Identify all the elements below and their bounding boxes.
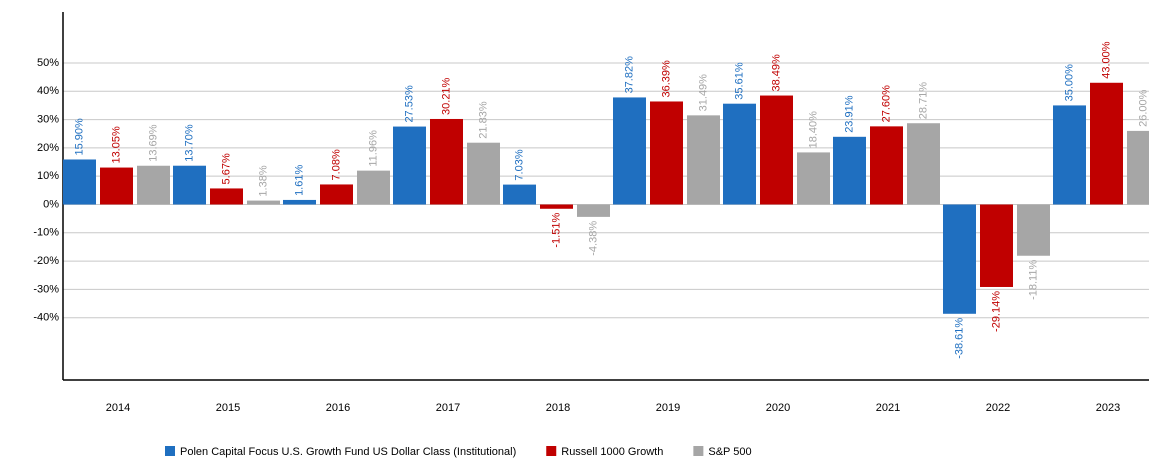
x-tick-label: 2016 <box>326 402 350 414</box>
value-label: 27.53% <box>403 85 415 123</box>
bar <box>393 126 426 205</box>
legend-swatch <box>693 446 704 456</box>
legend-label: Russell 1000 Growth <box>561 446 663 458</box>
value-label: -18.11% <box>1027 260 1039 300</box>
bar <box>613 97 646 205</box>
value-label: 13.69% <box>147 124 159 162</box>
x-tick-label: 2023 <box>1096 402 1120 414</box>
bar <box>540 204 573 209</box>
bar <box>210 188 243 205</box>
bar <box>650 101 683 205</box>
bar <box>760 95 793 205</box>
y-tick-label: 30% <box>37 113 59 125</box>
bar <box>430 118 463 205</box>
bar <box>100 167 133 205</box>
value-label: 1.38% <box>257 165 269 196</box>
value-label: 35.61% <box>733 62 745 100</box>
value-label: -38.61% <box>953 318 965 359</box>
bar <box>173 165 206 205</box>
bar <box>833 136 866 205</box>
bar <box>723 103 756 205</box>
value-label: 18.40% <box>807 111 819 149</box>
bar <box>943 204 976 314</box>
x-tick-label: 2017 <box>436 402 460 414</box>
value-label: 13.70% <box>183 124 195 162</box>
bar <box>1017 204 1050 256</box>
y-tick-label: 10% <box>37 170 59 182</box>
bar <box>63 159 96 205</box>
value-label: 30.21% <box>440 77 452 115</box>
y-tick-label: 40% <box>37 85 59 97</box>
value-label: 43.00% <box>1100 41 1112 79</box>
y-tick-label: -20% <box>33 255 59 267</box>
bar <box>503 184 536 205</box>
y-tick-label: -10% <box>33 227 59 239</box>
bar <box>137 165 170 205</box>
bar <box>797 152 830 205</box>
value-label: 36.39% <box>660 60 672 98</box>
x-tick-label: 2020 <box>766 402 790 414</box>
x-tick-label: 2015 <box>216 402 240 414</box>
value-label: 21.83% <box>477 101 489 139</box>
bar <box>980 204 1013 287</box>
y-tick-label: 0% <box>43 198 59 210</box>
value-label: 38.49% <box>770 54 782 92</box>
value-label: 26.00% <box>1137 89 1149 127</box>
legend-swatch <box>165 446 175 456</box>
value-label: 23.91% <box>843 95 855 133</box>
bar <box>687 115 720 205</box>
x-tick-label: 2014 <box>106 402 130 414</box>
value-label: -4.38% <box>587 221 599 256</box>
x-tick-label: 2019 <box>656 402 680 414</box>
value-label: -29.14% <box>990 291 1002 332</box>
value-label: 31.49% <box>697 74 709 112</box>
bar <box>357 170 390 205</box>
value-label: 27.60% <box>880 85 892 123</box>
bar <box>907 123 940 205</box>
value-label: 11.96% <box>367 130 379 167</box>
value-label: 28.71% <box>917 82 929 120</box>
bar <box>1053 105 1086 205</box>
value-label: 5.67% <box>220 153 232 184</box>
x-tick-label: 2018 <box>546 402 570 414</box>
bar <box>467 142 500 205</box>
bar <box>247 200 280 205</box>
value-label: 13.05% <box>110 126 122 164</box>
x-tick-label: 2021 <box>876 402 900 414</box>
bar <box>870 126 903 205</box>
bar <box>577 204 610 217</box>
value-label: 7.03% <box>513 149 525 180</box>
bar <box>1127 130 1149 205</box>
value-label: 1.61% <box>293 165 305 196</box>
x-tick-label: 2022 <box>986 402 1010 414</box>
value-label: 37.82% <box>623 56 635 94</box>
y-tick-label: 50% <box>37 57 59 69</box>
value-label: 15.90% <box>73 118 85 156</box>
y-tick-label: -40% <box>33 312 59 324</box>
bar <box>283 199 316 205</box>
bar <box>1090 82 1123 205</box>
value-label: -1.51% <box>550 213 562 248</box>
value-label: 35.00% <box>1063 64 1075 102</box>
bar <box>320 184 353 205</box>
y-tick-label: 20% <box>37 142 59 154</box>
legend-label: S&P 500 <box>708 446 751 458</box>
legend-label: Polen Capital Focus U.S. Growth Fund US … <box>180 446 516 458</box>
value-label: 7.08% <box>330 149 342 180</box>
y-tick-label: -30% <box>33 283 59 295</box>
legend-swatch <box>546 446 557 456</box>
